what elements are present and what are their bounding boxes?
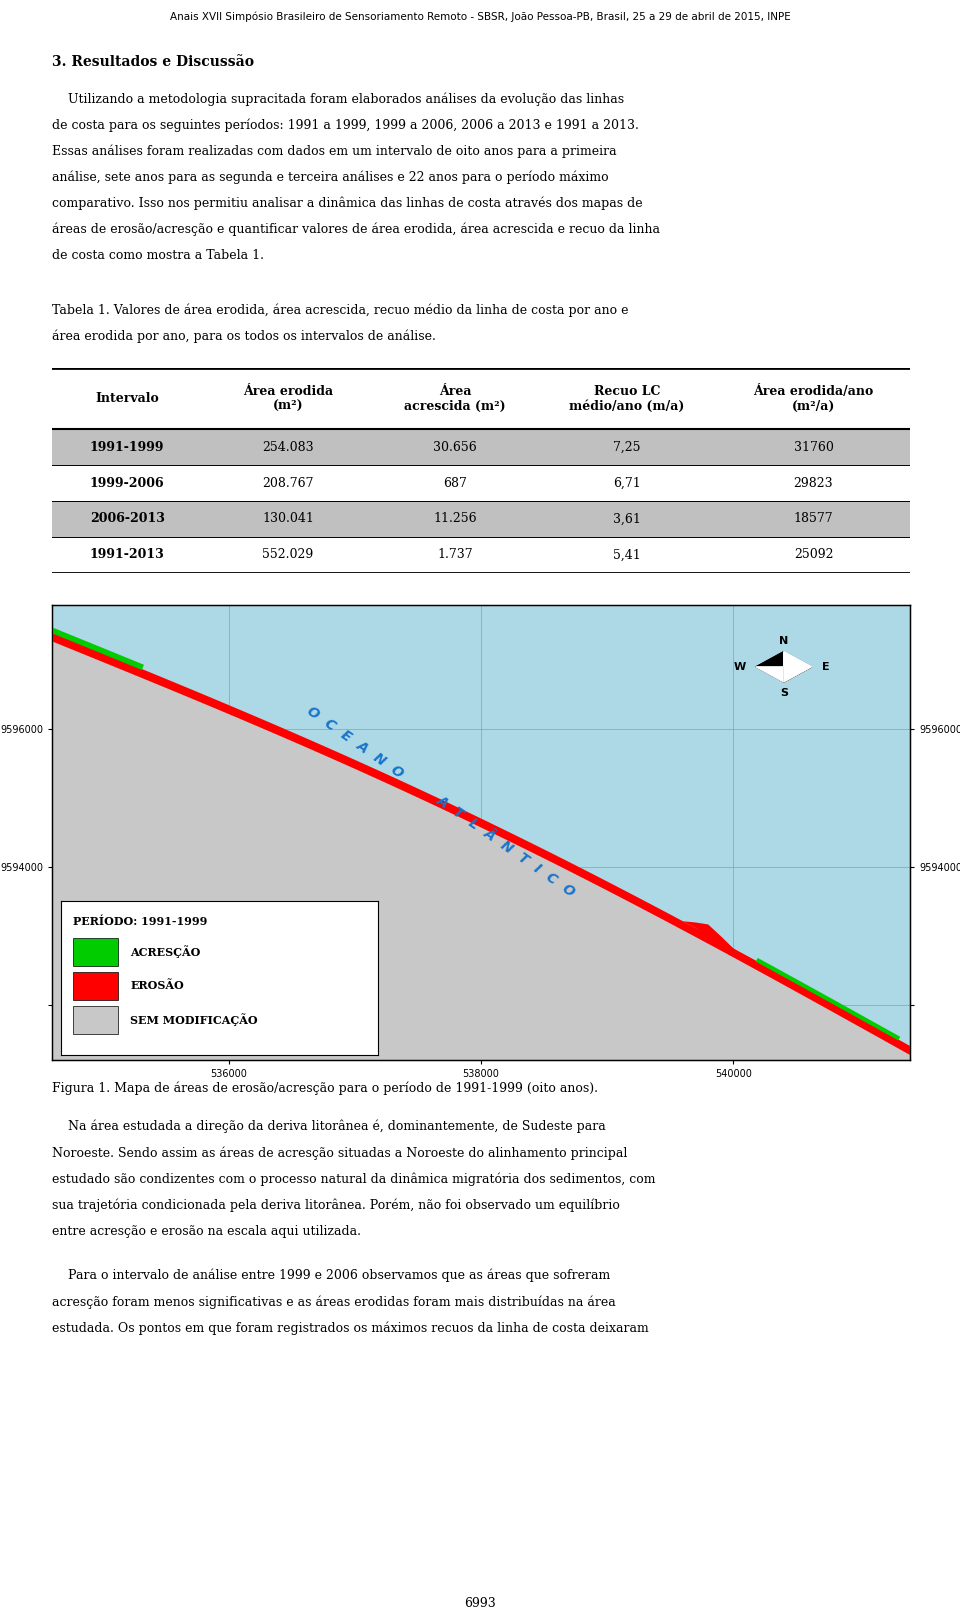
Polygon shape <box>683 922 746 959</box>
Text: 2006-2013: 2006-2013 <box>89 513 164 526</box>
Text: comparativo. Isso nos permitiu analisar a dinâmica das linhas de costa através d: comparativo. Isso nos permitiu analisar … <box>52 197 642 210</box>
Text: áreas de erosão/acresção e quantificar valores de área erodida, área acrescida e: áreas de erosão/acresção e quantificar v… <box>52 223 660 236</box>
Text: 254.083: 254.083 <box>262 441 314 454</box>
Text: O  C  E  A  N  O: O C E A N O <box>304 703 406 781</box>
Polygon shape <box>52 605 910 1059</box>
Text: 3,61: 3,61 <box>612 513 640 526</box>
Text: 130.041: 130.041 <box>262 513 314 526</box>
Text: 5,41: 5,41 <box>613 548 640 561</box>
Text: Anais XVII Simpósio Brasileiro de Sensoriamento Remoto - SBSR, João Pessoa-PB, B: Anais XVII Simpósio Brasileiro de Sensor… <box>170 11 790 23</box>
Text: Área erodida
(m²): Área erodida (m²) <box>243 385 333 412</box>
Polygon shape <box>783 666 811 682</box>
Polygon shape <box>52 632 910 1054</box>
Text: sua trajetória condicionada pela deriva litorânea. Porém, não foi observado um e: sua trajetória condicionada pela deriva … <box>52 1198 620 1211</box>
Polygon shape <box>756 652 783 666</box>
Text: estudado são condizentes com o processo natural da dinâmica migratória dos sedim: estudado são condizentes com o processo … <box>52 1172 656 1185</box>
Text: 6,71: 6,71 <box>613 477 640 490</box>
Polygon shape <box>756 666 783 682</box>
Text: Noroeste. Sendo assim as áreas de acresção situadas a Noroeste do alinhamento pr: Noroeste. Sendo assim as áreas de acresç… <box>52 1146 628 1159</box>
Text: Recuo LC
médio/ano (m/a): Recuo LC médio/ano (m/a) <box>569 385 684 412</box>
Text: 29823: 29823 <box>794 477 833 490</box>
Text: 1991-2013: 1991-2013 <box>89 548 164 561</box>
Text: 18577: 18577 <box>794 513 833 526</box>
Text: W: W <box>733 661 746 671</box>
Text: Área
acrescida (m²): Área acrescida (m²) <box>404 385 506 412</box>
Text: Tabela 1. Valores de área erodida, área acrescida, recuo médio da linha de costa: Tabela 1. Valores de área erodida, área … <box>52 304 629 317</box>
Text: 3. Resultados e Discussão: 3. Resultados e Discussão <box>52 55 254 70</box>
Text: análise, sete anos para as segunda e terceira análises e 22 anos para o período : análise, sete anos para as segunda e ter… <box>52 171 609 184</box>
Text: 1.737: 1.737 <box>438 548 473 561</box>
Text: de costa como mostra a Tabela 1.: de costa como mostra a Tabela 1. <box>52 249 264 262</box>
Text: 30.656: 30.656 <box>433 441 477 454</box>
Text: área erodida por ano, para os todos os intervalos de análise.: área erodida por ano, para os todos os i… <box>52 330 436 343</box>
Text: Intervalo: Intervalo <box>95 391 159 404</box>
Text: Figura 1. Mapa de áreas de erosão/acresção para o período de 1991-1999 (oito ano: Figura 1. Mapa de áreas de erosão/acresç… <box>52 1082 598 1095</box>
Text: 552.029: 552.029 <box>262 548 314 561</box>
Text: 208.767: 208.767 <box>262 477 314 490</box>
Text: Essas análises foram realizadas com dados em um intervalo de oito anos para a pr: Essas análises foram realizadas com dado… <box>52 144 616 158</box>
Text: 25092: 25092 <box>794 548 833 561</box>
Text: N: N <box>780 635 788 647</box>
Text: S: S <box>780 687 788 697</box>
Bar <box>52 501 910 537</box>
Text: 1991-1999: 1991-1999 <box>90 441 164 454</box>
Bar <box>52 429 910 466</box>
Text: 31760: 31760 <box>794 441 833 454</box>
Polygon shape <box>756 652 811 682</box>
Text: 11.256: 11.256 <box>434 513 477 526</box>
Text: entre acresção e erosão na escala aqui utilizada.: entre acresção e erosão na escala aqui u… <box>52 1224 361 1237</box>
Text: 6993: 6993 <box>464 1598 496 1611</box>
Text: de costa para os seguintes períodos: 1991 a 1999, 1999 a 2006, 2006 a 2013 e 199: de costa para os seguintes períodos: 199… <box>52 118 638 131</box>
Text: acresção foram menos significativas e as áreas erodidas foram mais distribuídas : acresção foram menos significativas e as… <box>52 1295 615 1308</box>
Text: estudada. Os pontos em que foram registrados os máximos recuos da linha de costa: estudada. Os pontos em que foram registr… <box>52 1321 649 1334</box>
Text: Área erodida/ano
(m²/a): Área erodida/ano (m²/a) <box>754 385 874 412</box>
Text: A  T  L  Â  N  T  I  C  O: A T L Â N T I C O <box>434 792 578 899</box>
Text: Para o intervalo de análise entre 1999 e 2006 observamos que as áreas que sofrer: Para o intervalo de análise entre 1999 e… <box>52 1269 611 1282</box>
Polygon shape <box>783 652 811 682</box>
Text: 687: 687 <box>444 477 468 490</box>
Polygon shape <box>783 652 811 666</box>
Text: Na área estudada a direção da deriva litorânea é, dominantemente, de Sudeste par: Na área estudada a direção da deriva lit… <box>52 1121 606 1134</box>
Text: Utilizando a metodologia supracitada foram elaborados análises da evolução das l: Utilizando a metodologia supracitada for… <box>52 92 624 105</box>
Text: 1999-2006: 1999-2006 <box>90 477 164 490</box>
Text: E: E <box>822 661 829 671</box>
Text: 7,25: 7,25 <box>613 441 640 454</box>
